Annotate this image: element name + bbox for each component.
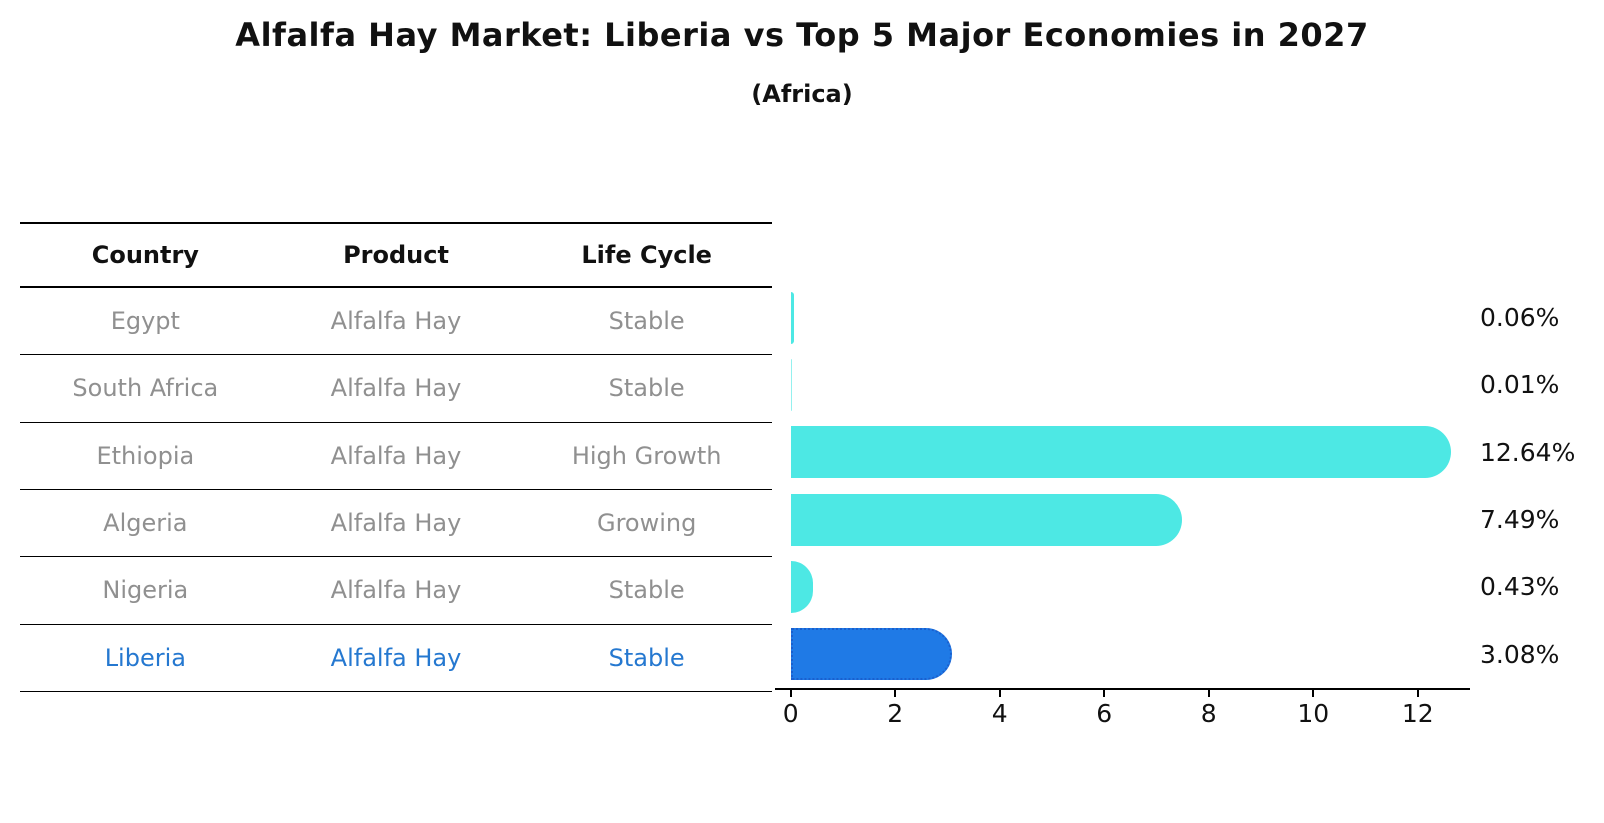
country-cell: Nigeria [102, 576, 189, 605]
life-cycle-cell: High Growth [571, 441, 722, 470]
bar-ethiopia [790, 426, 1452, 479]
column-header-life-cycle: Life Cycle [581, 241, 712, 269]
table-row-nigeria: Nigeria Alfalfa Hay Stable [20, 557, 772, 625]
life-cycle-cell: Stable [608, 307, 685, 336]
column-header-country: Country [91, 241, 199, 269]
bar-plot-area [775, 284, 1470, 690]
life-cycle-cell: Stable [608, 374, 685, 403]
product-cell: Alfalfa Hay [330, 576, 462, 605]
x-axis-tick-label: 10 [1297, 699, 1330, 728]
chart-subtitle: (Africa) [751, 80, 853, 108]
x-axis-tick-label: 6 [1096, 699, 1113, 728]
value-label-column: 0.06% 0.01% 12.64% 7.49% 0.43% 3.08% [1480, 284, 1604, 688]
bar-row-liberia [775, 621, 1470, 688]
country-cell: Ethiopia [96, 441, 195, 470]
value-label-liberia: 3.08% [1480, 639, 1560, 669]
table-row-south-africa: South Africa Alfalfa Hay Stable [20, 355, 772, 423]
x-axis-tick-mark [1103, 688, 1106, 697]
x-axis-tick-mark [1416, 688, 1419, 697]
country-cell: Algeria [103, 509, 188, 538]
x-axis-tick-label: 2 [887, 699, 904, 728]
country-cell: Liberia [104, 643, 186, 672]
chart-title: Alfalfa Hay Market: Liberia vs Top 5 Maj… [235, 16, 1369, 54]
life-cycle-cell: Stable [608, 643, 685, 672]
table-header-row: Country Product Life Cycle [20, 224, 772, 288]
bar-nigeria [790, 560, 814, 613]
table-row-algeria: Algeria Alfalfa Hay Growing [20, 490, 772, 558]
bar-south-africa [790, 358, 792, 411]
table-row-ethiopia: Ethiopia Alfalfa Hay High Growth [20, 423, 772, 490]
column-header-product: Product [343, 241, 449, 269]
bar-row-nigeria [775, 553, 1470, 620]
x-axis-tick-mark [1312, 688, 1315, 697]
bar-row-south-africa [775, 351, 1470, 418]
value-label-nigeria: 0.43% [1480, 572, 1560, 602]
life-cycle-cell: Stable [608, 576, 685, 605]
x-axis-tick-label: 12 [1401, 699, 1434, 728]
x-axis-tick-mark [789, 688, 792, 697]
value-label-ethiopia: 12.64% [1480, 437, 1576, 467]
value-label-south-africa: 0.01% [1480, 370, 1560, 400]
life-cycle-cell: Growing [596, 509, 697, 538]
country-table: Country Product Life Cycle Egypt Alfalfa… [20, 222, 772, 692]
bar-row-algeria [775, 486, 1470, 553]
x-axis-tick-mark [998, 688, 1001, 697]
value-label-egypt: 0.06% [1480, 303, 1560, 333]
bar-row-egypt [775, 284, 1470, 351]
bar-algeria [790, 493, 1183, 546]
table-row-egypt: Egypt Alfalfa Hay Stable [20, 288, 772, 356]
product-cell: Alfalfa Hay [330, 509, 462, 538]
product-cell: Alfalfa Hay [330, 643, 462, 672]
x-axis-tick-label: 8 [1200, 699, 1217, 728]
table-row-liberia: Liberia Alfalfa Hay Stable [20, 625, 772, 692]
x-axis-tick-mark [894, 688, 897, 697]
country-cell: South Africa [72, 374, 219, 403]
bar-egypt [790, 291, 794, 344]
country-cell: Egypt [110, 307, 180, 336]
bar-liberia-highlighted [790, 628, 952, 681]
x-axis-tick-label: 4 [991, 699, 1008, 728]
product-cell: Alfalfa Hay [330, 374, 462, 403]
value-label-algeria: 7.49% [1480, 505, 1560, 535]
product-cell: Alfalfa Hay [330, 441, 462, 470]
bar-row-ethiopia [775, 419, 1470, 486]
product-cell: Alfalfa Hay [330, 307, 462, 336]
x-axis-tick-mark [1207, 688, 1210, 697]
x-axis: 0 2 4 6 8 10 12 [775, 686, 1470, 736]
x-axis-tick-label: 0 [782, 699, 799, 728]
